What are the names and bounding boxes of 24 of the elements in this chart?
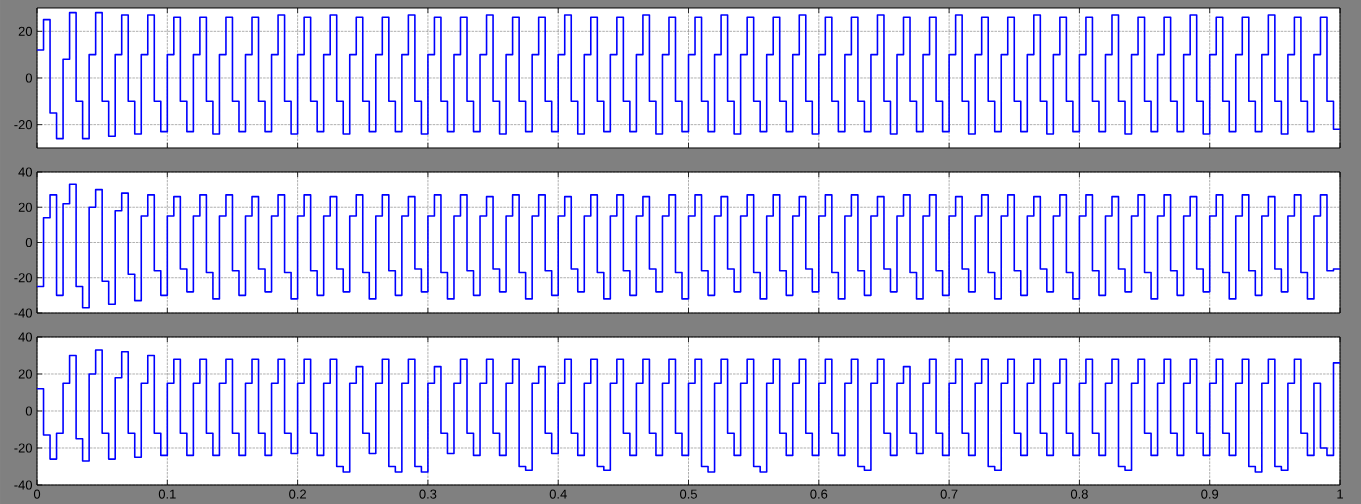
y-tick-label: 20 xyxy=(18,369,32,379)
y-tick-label: 0 xyxy=(25,406,32,416)
y-tick-label: 0 xyxy=(25,73,32,83)
x-tick-label: 0.1 xyxy=(158,489,176,499)
x-tick-label: 0.4 xyxy=(549,489,567,499)
y-tick-label: -20 xyxy=(14,443,32,453)
y-tick-label: 20 xyxy=(18,202,32,212)
y-tick-label: 20 xyxy=(18,26,32,36)
y-tick-label: -20 xyxy=(14,120,32,130)
y-tick-label: -40 xyxy=(14,480,32,490)
x-tick-label: 0.7 xyxy=(940,489,958,499)
y-tick-label: 40 xyxy=(18,332,32,342)
x-tick-label: 0.8 xyxy=(1070,489,1088,499)
x-tick-label: 0.2 xyxy=(289,489,306,499)
x-tick-label: 1 xyxy=(1337,489,1343,499)
x-tick-label: 0.3 xyxy=(419,489,437,499)
y-tick-label: 40 xyxy=(18,167,32,177)
y-tick-label: -40 xyxy=(14,308,32,318)
x-tick-label: 0.9 xyxy=(1201,489,1219,499)
x-tick-label: 0.6 xyxy=(810,489,828,499)
y-tick-label: 0 xyxy=(25,237,32,248)
x-tick-label: 0 xyxy=(33,489,41,499)
y-tick-label: -20 xyxy=(14,273,32,283)
x-tick-label: 0.5 xyxy=(680,489,697,499)
